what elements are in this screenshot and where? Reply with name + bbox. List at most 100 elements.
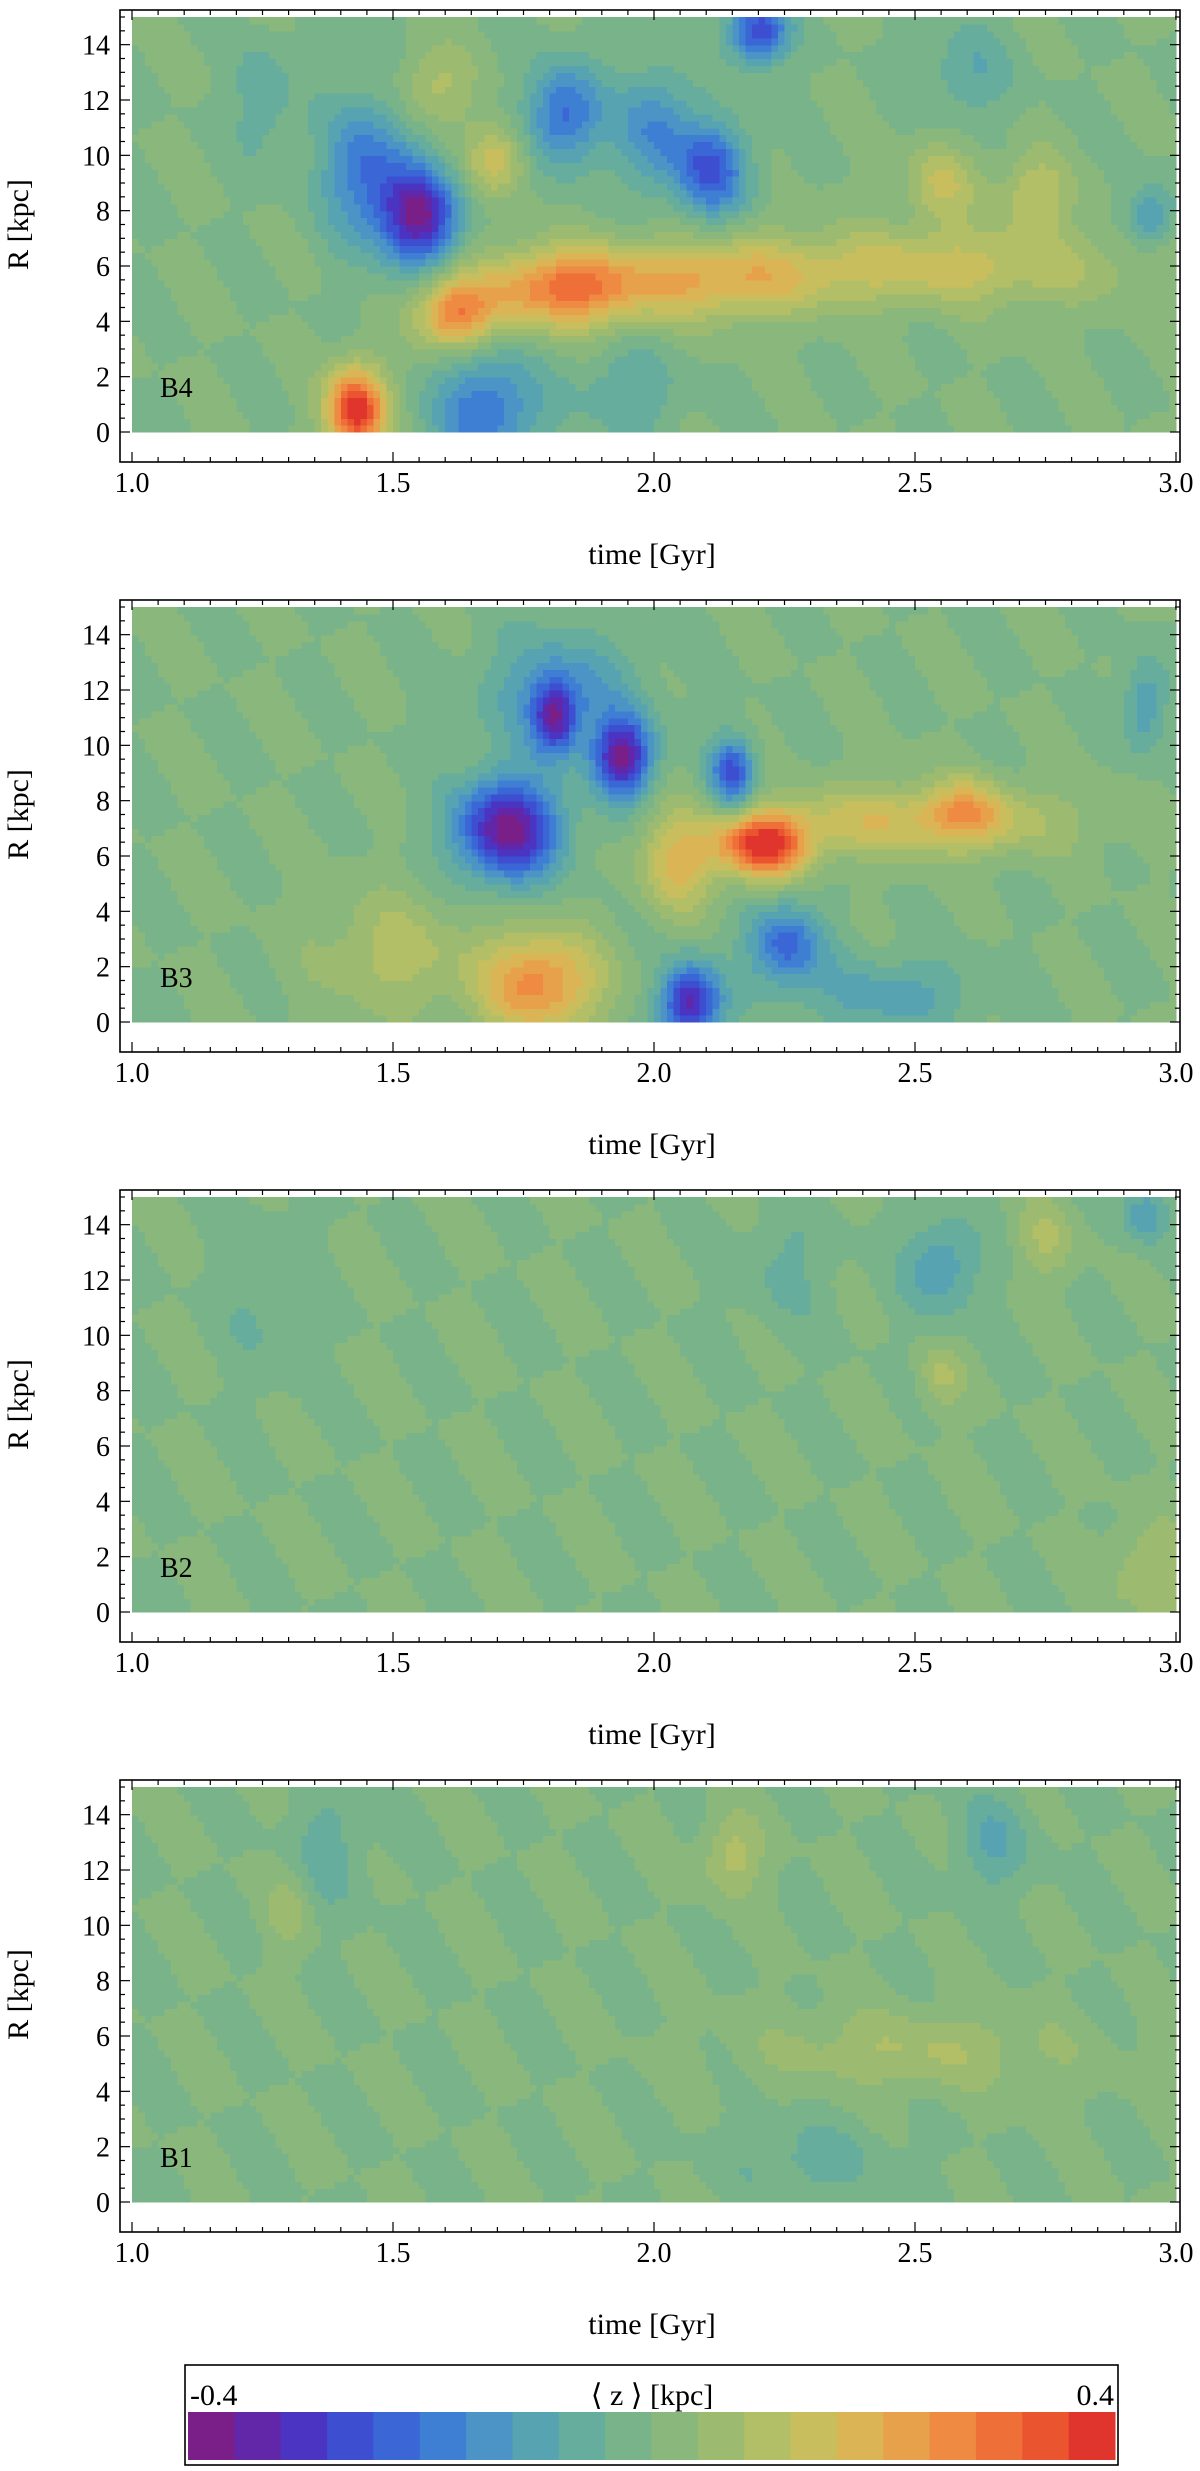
- heatmap-cell: [556, 404, 564, 412]
- heatmap-cell: [229, 210, 238, 219]
- heatmap-cell: [588, 113, 596, 122]
- heatmap-cell: [314, 17, 322, 25]
- heatmap-cell: [366, 100, 375, 108]
- heatmap-cell: [184, 259, 192, 267]
- heatmap-cell: [171, 120, 179, 129]
- heatmap-cell: [171, 425, 179, 433]
- heatmap-cell: [216, 217, 224, 226]
- heatmap-cell: [451, 425, 459, 433]
- heatmap-cell: [412, 314, 420, 322]
- heatmap-cell: [438, 404, 446, 412]
- heatmap-cell: [406, 155, 414, 163]
- heatmap-cell: [334, 155, 342, 163]
- heatmap-cell: [608, 72, 616, 80]
- heatmap-cell: [321, 245, 329, 253]
- heatmap-cell: [523, 314, 531, 322]
- heatmap-cell: [314, 37, 322, 46]
- heatmap-cell: [530, 93, 538, 101]
- heatmap-cell: [523, 259, 531, 267]
- heatmap-cell: [464, 183, 472, 191]
- heatmap-cell: [438, 349, 446, 357]
- heatmap-cell: [647, 390, 655, 399]
- heatmap-cell: [595, 425, 603, 433]
- heatmap-cell: [667, 314, 675, 322]
- heatmap-cell: [634, 65, 642, 73]
- heatmap-cell: [516, 148, 525, 156]
- heatmap-cell: [249, 231, 257, 239]
- heatmap-cell: [249, 404, 257, 412]
- heatmap-cell: [295, 141, 303, 150]
- heatmap-cell: [406, 189, 414, 198]
- heatmap-cell: [647, 155, 655, 163]
- heatmap-cell: [667, 217, 675, 226]
- heatmap-cell: [229, 106, 238, 115]
- heatmap-cell: [549, 155, 557, 163]
- heatmap-cell: [347, 383, 355, 392]
- heatmap-cell: [490, 183, 499, 191]
- heatmap-cell: [145, 100, 153, 108]
- heatmap-cell: [510, 314, 518, 322]
- heatmap-cell: [503, 169, 512, 177]
- heatmap-cell: [236, 183, 244, 191]
- heatmap-cell: [647, 362, 655, 371]
- heatmap-cell: [660, 335, 668, 343]
- heatmap-cell: [406, 300, 414, 309]
- heatmap-cell: [386, 93, 394, 101]
- heatmap-cell: [516, 37, 525, 46]
- heatmap-cell: [634, 418, 642, 426]
- heatmap-cell: [151, 141, 159, 150]
- heatmap-cell: [484, 418, 492, 426]
- heatmap-cell: [640, 141, 649, 150]
- heatmap-cell: [184, 37, 192, 46]
- heatmap-cell: [660, 37, 668, 46]
- heatmap-cell: [242, 148, 251, 156]
- heatmap-cell: [151, 252, 159, 260]
- heatmap-cell: [458, 217, 466, 226]
- heatmap-cell: [419, 217, 427, 226]
- heatmap-cell: [497, 30, 505, 39]
- heatmap-cell: [516, 58, 525, 67]
- heatmap-cell: [399, 44, 407, 53]
- heatmap-cell: [190, 293, 198, 302]
- heatmap-cell: [393, 224, 401, 233]
- heatmap-cell: [608, 397, 616, 405]
- heatmap-cell: [627, 231, 636, 239]
- heatmap-cell: [562, 328, 570, 336]
- heatmap-cell: [393, 210, 401, 219]
- heatmap-cell: [484, 266, 492, 274]
- heatmap-cell: [249, 120, 257, 129]
- heatmap-cell: [569, 189, 577, 198]
- heatmap-cell: [301, 203, 309, 212]
- heatmap-cell: [210, 362, 218, 371]
- heatmap-cell: [549, 418, 557, 426]
- heatmap-cell: [282, 293, 290, 302]
- heatmap-cell: [490, 58, 499, 67]
- heatmap-cell: [366, 217, 375, 226]
- heatmap-cell: [458, 65, 466, 73]
- heatmap-cell: [197, 293, 205, 302]
- heatmap-cell: [184, 93, 192, 101]
- heatmap-cell: [614, 155, 622, 163]
- heatmap-cell: [412, 355, 420, 364]
- heatmap-cell: [660, 93, 668, 101]
- heatmap-cell: [634, 58, 642, 67]
- heatmap-cell: [660, 376, 668, 385]
- heatmap-cell: [177, 314, 185, 322]
- heatmap-cell: [184, 369, 192, 378]
- heatmap-cell: [588, 335, 596, 343]
- heatmap-cell: [164, 425, 172, 433]
- heatmap-cell: [627, 286, 636, 295]
- heatmap-cell: [340, 162, 348, 170]
- heatmap-cell: [451, 349, 459, 357]
- heatmap-cell: [282, 307, 290, 316]
- heatmap-cell: [614, 231, 622, 239]
- heatmap-cell: [608, 176, 616, 184]
- heatmap-cell: [308, 411, 316, 419]
- heatmap-cell: [640, 162, 649, 170]
- heatmap-cell: [471, 58, 479, 67]
- heatmap-cell: [301, 321, 309, 329]
- heatmap-cell: [627, 100, 636, 108]
- heatmap-cell: [556, 37, 564, 46]
- heatmap-cell: [464, 65, 472, 73]
- heatmap-cell: [471, 93, 479, 101]
